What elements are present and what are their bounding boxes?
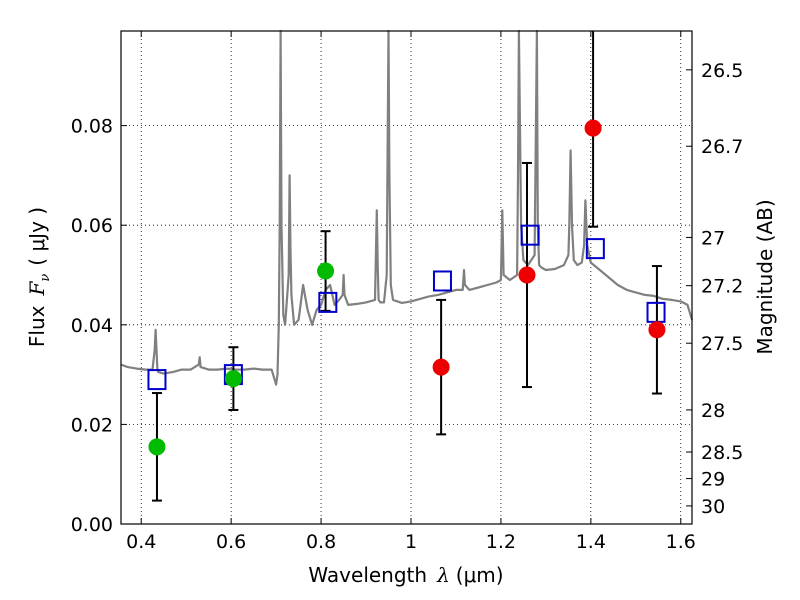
plot-area [120,29,694,502]
mag-tick-label: 27.5 [701,333,743,355]
y-axis-title: Flux Fν ( μJy ) [25,207,53,347]
mag-tick-label: 28.5 [701,442,743,464]
x-axis-title-text: Wavelength [308,563,427,587]
mag-tick-label: 27 [701,227,725,249]
y-tick-label: 0.00 [71,514,113,536]
plot-frame [120,30,693,525]
x-tick-label: 0.8 [306,531,336,553]
y-axis-title-unit: ( μJy ) [25,207,49,266]
model-photometry-point [147,369,167,391]
x-axis-title-symbol: λ [436,563,450,587]
y-axis-title-subscript: ν [38,274,53,282]
spectrum-line [120,29,694,386]
y-axis-title-symbol: F [25,281,49,297]
x-tick-label: 1.6 [666,531,696,553]
mag-tick-label: 26.5 [701,60,743,82]
mag-tick-label: 30 [701,496,725,518]
x-axis-title-unit: (μm) [456,563,504,587]
x-axis-title: Wavelength λ (μm) [308,563,503,587]
y-axis-title-text: Flux [25,305,49,347]
x-tick-label: 1.2 [486,531,516,553]
observed-data-point [148,438,166,456]
observed-data-point [518,266,536,284]
observed-data-point [224,370,242,388]
model-photometry-point [585,238,605,260]
mag-tick-label: 26.7 [701,136,743,158]
mag-tick-label: 27.2 [701,276,743,298]
observed-data-point [648,321,666,339]
y-tick-label: 0.04 [71,315,113,337]
y2-axis-title: Magnitude (AB) [753,199,777,354]
y-tick-label: 0.08 [71,116,113,138]
y-tick-label: 0.06 [71,215,113,237]
observed-data-point [432,358,450,376]
x-tick-label: 1 [405,531,417,553]
mag-tick-label: 29 [701,469,725,491]
model-photometry-point [318,291,338,313]
observed-data-point [317,262,335,280]
model-photometry-point [432,270,452,292]
x-tick-label: 0.6 [216,531,246,553]
x-tick-label: 0.4 [126,531,156,553]
x-tick-label: 1.4 [576,531,606,553]
observed-data-point [584,119,602,137]
model-photometry-point [520,224,540,246]
axes: 0.4 0.6 0.8 1 1.2 1.4 1.6 0.00 0.02 0.04 0.06 0.08 2… [71,31,743,553]
y-tick-label: 0.02 [71,414,113,436]
mag-tick-label: 28 [701,400,725,422]
